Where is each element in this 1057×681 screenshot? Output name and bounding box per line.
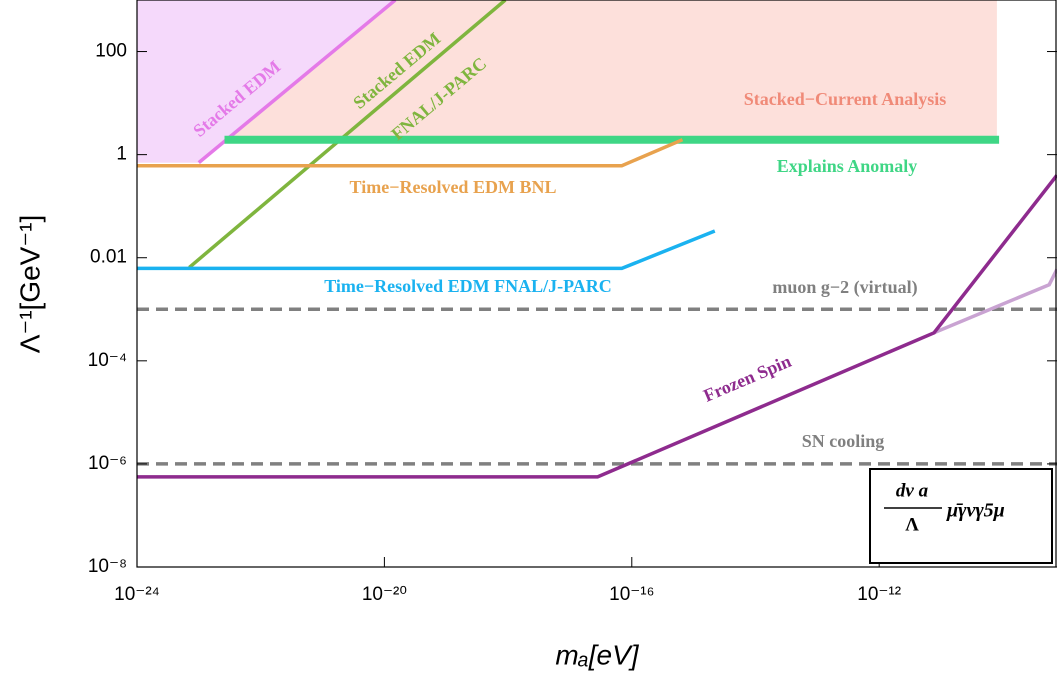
region [137, 0, 396, 163]
series-label: Stacked−Current Analysis [744, 89, 946, 109]
y-tick-label: 0.01 [90, 247, 127, 268]
y-tick-label: 10⁻⁴ [88, 350, 127, 371]
curve [137, 229, 716, 271]
frame [136, 0, 1057, 568]
formula-numerator: dν a [896, 480, 929, 501]
formula-denominator: Λ [905, 514, 919, 535]
x-tick-label: 10⁻²⁴ [114, 584, 160, 605]
curve [197, 0, 397, 164]
axes: 10⁻⁸ 10⁻⁶ 10⁻⁴ 0.01 1 100 10⁻²⁴ 10⁻²⁰ 10⁻¹⁶ 10⁻¹² [88, 41, 1057, 605]
y-tick-label: 10⁻⁶ [88, 453, 127, 474]
y-tick-label: 1 [116, 144, 127, 165]
x-tick-label: 10⁻¹⁶ [609, 584, 654, 605]
series-label: SN cooling [802, 431, 885, 451]
curve [137, 138, 684, 168]
curve [188, 0, 507, 269]
region [137, 0, 997, 163]
y-tick-label: 10⁻⁸ [88, 556, 127, 577]
series-label: Explains Anomaly [777, 156, 918, 176]
formula-box [869, 468, 1053, 564]
y-tick-label: 100 [95, 41, 127, 62]
series-label: Time−Resolved EDM BNL [350, 177, 557, 197]
curve [137, 174, 1057, 479]
plot-area [137, 0, 1057, 479]
x-tick-label: 10⁻¹² [857, 584, 901, 605]
curve [933, 268, 1057, 335]
formula-operator: μ̄γνγ5μ [946, 500, 1005, 522]
series-label: muon g−2 (virtual) [772, 277, 917, 298]
x-axis-label: mₐ[eV] [555, 639, 639, 670]
y-axis-label: Λ⁻¹[GeV⁻¹] [14, 215, 45, 354]
series-label: Time−Resolved EDM FNAL/J-PARC [324, 276, 612, 296]
x-tick-label: 10⁻²⁰ [362, 584, 407, 605]
